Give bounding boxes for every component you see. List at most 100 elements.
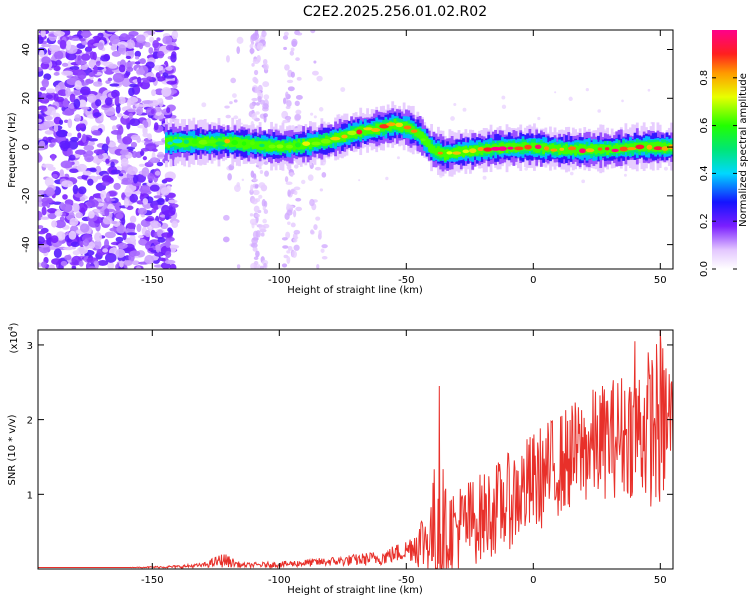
noise-blob: [78, 99, 87, 108]
ridge-core: [646, 144, 653, 150]
ridge-band: [217, 137, 221, 145]
noise-speckle: [312, 70, 319, 76]
noise-blob: [53, 72, 60, 76]
noise-blob: [61, 62, 69, 67]
ridge-core: [579, 148, 586, 154]
noise-blob: [73, 98, 81, 109]
noise-blob: [106, 30, 119, 33]
noise-speckle: [250, 170, 255, 178]
noise-blob: [97, 259, 109, 266]
noise-speckle: [261, 30, 265, 34]
noise-blob: [41, 78, 49, 88]
noise-blob: [47, 207, 58, 214]
noise-speckle: [293, 244, 300, 251]
noise-speckle: [257, 96, 262, 100]
colorbar-tick-label: 0.8: [699, 70, 710, 86]
noise-blob: [136, 137, 142, 143]
noise-speckle: [255, 230, 261, 238]
ridge-band: [505, 143, 509, 154]
noise-speckle: [313, 224, 318, 231]
noise-blob: [91, 130, 101, 136]
noise-blob: [71, 202, 80, 213]
noise-blob: [114, 96, 120, 105]
noise-blob: [66, 52, 77, 61]
ridge-band: [409, 124, 413, 134]
noise-blob: [95, 99, 102, 107]
noise-speckle: [309, 198, 315, 207]
noise-speckle: [286, 250, 291, 254]
ridge-core: [550, 148, 558, 152]
noise-blob: [115, 212, 124, 220]
ridge-band: [421, 131, 424, 143]
noise-blob: [130, 141, 138, 148]
noise-blob: [75, 60, 87, 66]
noise-blob: [146, 76, 153, 81]
ridge-core: [295, 142, 301, 148]
ridge-core: [627, 147, 637, 151]
ridge-core: [462, 149, 470, 154]
noise-speckle: [264, 170, 269, 177]
noise-blob: [115, 248, 126, 258]
noise-speckle: [307, 174, 314, 181]
noise-blob: [136, 223, 142, 233]
ridge-band: [345, 131, 349, 139]
noise-blob: [171, 30, 179, 40]
noise-speckle: [286, 256, 291, 264]
noise-blob: [50, 235, 59, 244]
noise-blob: [129, 215, 137, 223]
noise-blob: [67, 140, 79, 150]
noise-blob: [120, 158, 129, 166]
noise-speckle: [263, 161, 269, 165]
noise-blob: [59, 216, 65, 222]
noise-blob: [80, 89, 90, 94]
noise-blob: [54, 50, 64, 60]
noise-blob: [59, 39, 67, 49]
noise-speckle: [258, 194, 263, 199]
noise-blob: [85, 150, 94, 156]
ridge-core: [302, 141, 311, 146]
noise-blob: [53, 124, 59, 133]
noise-speckle: [262, 218, 267, 224]
noise-blob: [122, 115, 129, 119]
noise-speckle: [263, 94, 270, 100]
ridge-core: [507, 146, 514, 150]
noise-blob: [63, 119, 69, 124]
noise-blob: [41, 201, 48, 207]
noise-blob: [161, 258, 166, 262]
noise-blob: [117, 242, 128, 249]
noise-blob: [126, 66, 134, 73]
noise-speckle: [310, 30, 316, 34]
noise-dot: [310, 112, 314, 116]
noise-blob: [132, 174, 138, 184]
noise-blob: [162, 35, 173, 45]
ridge-band: [475, 145, 479, 156]
noise-blob: [167, 199, 178, 204]
spectrogram-panel: -150 -100 -50 0 50 -40 -20 0 20 40 Height of stra…: [7, 29, 674, 296]
noise-dot: [453, 102, 457, 106]
ridge-core: [619, 146, 628, 152]
noise-blob: [119, 260, 124, 268]
noise-blob: [38, 236, 45, 245]
noise-speckle: [250, 184, 254, 193]
ridge-band: [549, 144, 552, 152]
ridge-core: [559, 147, 565, 151]
ridge-band: [565, 143, 568, 155]
noise-speckle: [226, 55, 230, 63]
noise-blob: [112, 72, 125, 83]
noise-blob: [87, 93, 97, 103]
noise-blob: [115, 104, 121, 114]
spectrogram-xtick-label: 50: [654, 275, 667, 286]
noise-speckle: [227, 173, 232, 181]
noise-speckle: [251, 97, 259, 102]
noise-blob: [139, 58, 146, 65]
noise-speckle: [288, 205, 294, 209]
noise-blob: [51, 220, 58, 228]
noise-dot: [385, 176, 389, 181]
noise-speckle: [295, 109, 302, 115]
noise-blob: [134, 104, 145, 108]
noise-blob: [105, 136, 110, 146]
noise-speckle: [287, 245, 293, 251]
noise-blob: [65, 40, 72, 51]
noise-blob: [171, 203, 179, 208]
ridge-band: [338, 132, 342, 142]
